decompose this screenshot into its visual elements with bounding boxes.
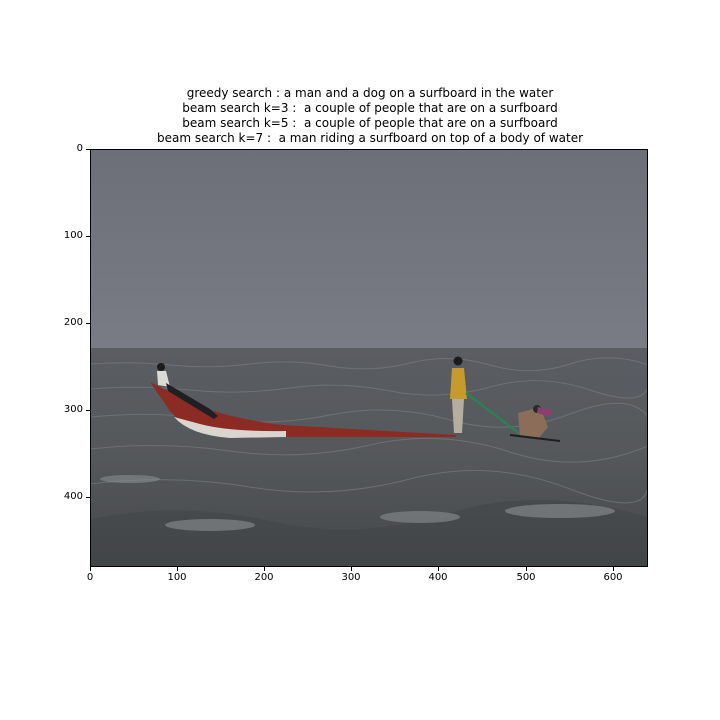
sea-boat-photo bbox=[90, 149, 648, 567]
x-tick bbox=[90, 567, 91, 571]
y-tick-label: 300 bbox=[63, 404, 83, 415]
caption-title: greedy search : a man and a dog on a sur… bbox=[90, 86, 650, 146]
x-tick bbox=[526, 567, 527, 571]
sea bbox=[90, 348, 648, 567]
y-tick-label: 400 bbox=[63, 491, 83, 502]
y-tick bbox=[86, 236, 90, 237]
x-tick-label: 500 bbox=[516, 572, 536, 583]
man-in-boat bbox=[157, 363, 218, 419]
crouching-man bbox=[509, 405, 561, 442]
image-axes bbox=[90, 149, 648, 567]
x-tick-label: 300 bbox=[341, 572, 361, 583]
caption-beam-k3: beam search k=3 : a couple of people tha… bbox=[182, 101, 558, 115]
caption-greedy: greedy search : a man and a dog on a sur… bbox=[186, 86, 554, 100]
x-tick-label: 100 bbox=[167, 572, 187, 583]
x-tick bbox=[613, 567, 614, 571]
y-tick-label: 100 bbox=[63, 230, 83, 241]
caption-beam-k7: beam search k=7 : a man riding a surfboa… bbox=[156, 131, 584, 145]
y-tick bbox=[86, 410, 90, 411]
y-tick bbox=[86, 497, 90, 498]
x-tick bbox=[177, 567, 178, 571]
x-tick-label: 400 bbox=[428, 572, 448, 583]
x-tick-label: 600 bbox=[603, 572, 623, 583]
x-tick bbox=[264, 567, 265, 571]
y-tick-label: 200 bbox=[63, 317, 83, 328]
x-tick-label: 200 bbox=[254, 572, 274, 583]
boat bbox=[150, 382, 456, 438]
fishing-pole bbox=[465, 392, 521, 435]
foam bbox=[90, 475, 648, 567]
y-tick bbox=[86, 323, 90, 324]
x-tick bbox=[351, 567, 352, 571]
x-tick-label: 0 bbox=[86, 572, 94, 583]
y-tick-label: 0 bbox=[76, 143, 83, 154]
x-tick bbox=[438, 567, 439, 571]
sky bbox=[90, 149, 648, 349]
y-tick bbox=[86, 149, 90, 150]
standing-man bbox=[450, 356, 467, 433]
caption-beam-k5: beam search k=5 : a couple of people tha… bbox=[182, 116, 558, 130]
